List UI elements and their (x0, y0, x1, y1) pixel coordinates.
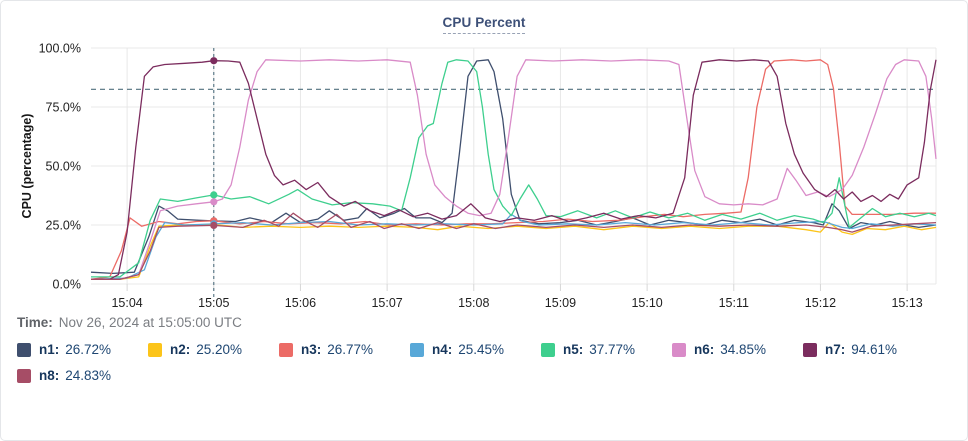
legend-item-n6[interactable]: n6: 34.85% (672, 342, 803, 357)
time-indicator: Time: Nov 26, 2024 at 15:05:00 UTC (1, 315, 967, 330)
svg-text:100.0%: 100.0% (39, 42, 81, 56)
series-line-n3 (90, 59, 936, 280)
n6-swatch-icon (672, 342, 686, 357)
legend-series-value: 26.72% (65, 342, 112, 357)
series-line-n1 (90, 59, 937, 275)
legend-series-name: n1: (39, 342, 60, 357)
legend-series-name: n8: (39, 368, 60, 383)
crosshair-marker-n7 (210, 57, 218, 65)
series-line-n4 (90, 213, 937, 280)
y-axis-title: CPU (percentage) (20, 114, 34, 219)
legend-series-value: 34.85% (720, 342, 767, 357)
svg-text:50.0%: 50.0% (46, 160, 81, 174)
svg-text:15:07: 15:07 (371, 296, 402, 307)
crosshair-marker-n5 (210, 191, 218, 199)
svg-text:15:04: 15:04 (111, 296, 142, 307)
legend-item-n8[interactable]: n8: 24.83% (17, 368, 148, 383)
n8-swatch-icon (17, 368, 31, 383)
n7-swatch-icon (803, 342, 817, 357)
svg-text:75.0%: 75.0% (46, 101, 81, 115)
legend-item-n2[interactable]: n2: 25.20% (148, 342, 279, 357)
svg-text:15:09: 15:09 (545, 296, 576, 307)
n3-swatch-icon (279, 342, 293, 357)
crosshair-marker-n6 (210, 198, 218, 206)
legend-item-n4[interactable]: n4: 25.45% (410, 342, 541, 357)
series-line-n8 (91, 212, 937, 280)
legend-series-name: n4: (432, 342, 453, 357)
time-label: Time: (17, 315, 53, 330)
series-line-n6 (91, 59, 937, 280)
svg-text:15:06: 15:06 (285, 296, 316, 307)
time-value: Nov 26, 2024 at 15:05:00 UTC (58, 315, 242, 330)
svg-text:15:08: 15:08 (458, 296, 489, 307)
legend-item-n1[interactable]: n1: 26.72% (17, 342, 148, 357)
svg-text:15:10: 15:10 (631, 296, 662, 307)
legend-series-name: n7: (825, 342, 846, 357)
series-line-n5 (91, 59, 937, 278)
series-line-n7 (91, 59, 937, 280)
legend-item-n5[interactable]: n5: 37.77% (541, 342, 672, 357)
n5-swatch-icon (541, 342, 555, 357)
n1-swatch-icon (17, 342, 31, 357)
svg-text:25.0%: 25.0% (46, 219, 81, 233)
legend-series-value: 94.61% (851, 342, 898, 357)
legend-series-name: n6: (694, 342, 715, 357)
svg-text:15:05: 15:05 (198, 296, 229, 307)
legend-series-value: 25.45% (458, 342, 505, 357)
legend-series-value: 25.20% (196, 342, 243, 357)
legend-series-name: n2: (170, 342, 191, 357)
n4-swatch-icon (410, 342, 424, 357)
legend-series-name: n3: (301, 342, 322, 357)
series-line-n2 (91, 221, 937, 280)
cpu-chart[interactable]: 0.0% 25.0% 50.0% 75.0% 100.0% 15:04 15:05 15:06… (1, 39, 968, 307)
legend-series-name: n5: (563, 342, 584, 357)
panel-header: CPU Percent (1, 1, 967, 39)
crosshair-marker-n8 (210, 221, 218, 229)
legend-item-n3[interactable]: n3: 26.77% (279, 342, 410, 357)
svg-text:15:13: 15:13 (891, 296, 922, 307)
svg-text:15:12: 15:12 (805, 296, 836, 307)
page-title: CPU Percent (442, 15, 526, 34)
n2-swatch-icon (148, 342, 162, 357)
legend-item-n7[interactable]: n7: 94.61% (803, 342, 934, 357)
legend-series-value: 37.77% (589, 342, 636, 357)
legend-series-value: 26.77% (327, 342, 374, 357)
legend-series-value: 24.83% (65, 368, 112, 383)
svg-text:0.0%: 0.0% (53, 278, 82, 292)
svg-text:15:11: 15:11 (719, 296, 749, 307)
legend: n1: 26.72% n2: 25.20% n3: 26.77% n4: 25.45% n5: 3… (1, 342, 967, 383)
